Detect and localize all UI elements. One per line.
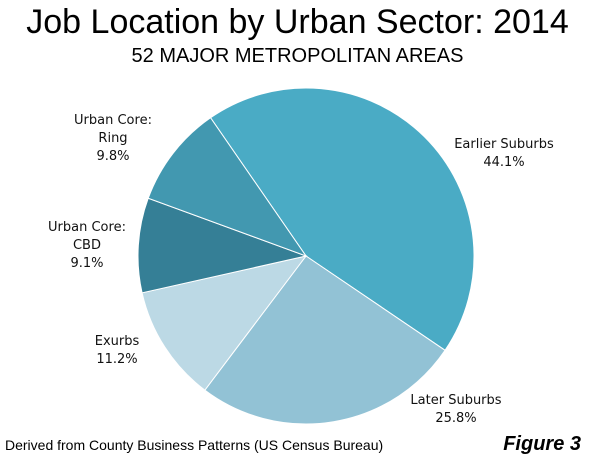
slice-label-4: Urban Core: Ring 9.8% (74, 113, 152, 164)
slice-label-2: Exurbs 11.2% (95, 334, 140, 367)
slice-label-0: Earlier Suburbs 44.1% (454, 137, 554, 170)
slice-label-1: Later Suburbs 25.8% (410, 393, 501, 426)
chart-title: Job Location by Urban Sector: 2014 (26, 3, 569, 41)
pie-slice-1 (204, 255, 446, 425)
pie-slice-4 (147, 117, 308, 258)
chart-subtitle: 52 MAJOR METROPOLITAN AREAS (131, 45, 464, 67)
figure-number: Figure 3 (503, 433, 581, 455)
slice-label-3: Urban Core: CBD 9.1% (48, 220, 126, 271)
source-note: Derived from County Business Patterns (U… (5, 437, 384, 453)
pie-slice-0 (209, 87, 475, 351)
pie-slice-2 (141, 255, 308, 391)
pie-slice-3 (137, 197, 308, 294)
